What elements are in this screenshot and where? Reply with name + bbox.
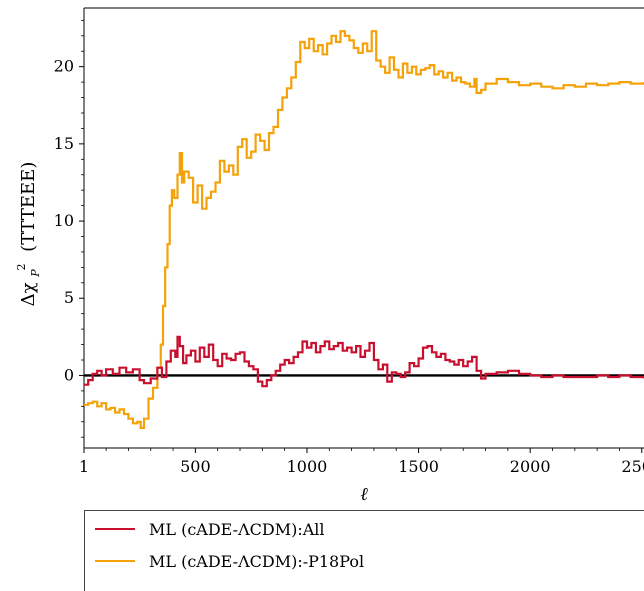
legend: ML (cADE-ΛCDM):All ML (cADE-ΛCDM):-P18Po… [84, 510, 644, 591]
x-tick-label: 2000 [510, 457, 551, 476]
x-tick-label: 1 [79, 457, 89, 476]
axis-frame [83, 8, 644, 449]
axes [83, 7, 644, 449]
ticks: 1500100015002000250005101520 [54, 19, 644, 476]
x-tick-label: 1000 [287, 457, 328, 476]
chart: 1500100015002000250005101520 ℓ Δχ P 2 (T… [9, 7, 644, 505]
legend-label-all: ML (cADE-ΛCDM):All [149, 519, 325, 539]
y-axis-label: Δχ P 2 (TTTEEE) [9, 162, 44, 307]
y-axis-label-sub: P [29, 269, 42, 278]
series-line-1 [84, 30, 644, 429]
legend-label-p18pol: ML (cADE-ΛCDM):-P18Pol [149, 551, 365, 571]
x-tick-label: 2500 [621, 457, 644, 476]
y-tick-label: 15 [54, 134, 74, 153]
series-layer [84, 30, 644, 429]
x-tick-label: 1500 [398, 457, 439, 476]
y-axis-label-main: Δχ [18, 282, 39, 306]
legend-swatch-p18pol [95, 560, 135, 562]
y-tick-label: 20 [54, 57, 74, 76]
y-tick-label: 5 [64, 288, 74, 307]
x-axis-label: ℓ [360, 484, 368, 505]
y-axis-label-sup: 2 [15, 264, 28, 271]
y-axis-label-suffix: (TTTEEE) [18, 162, 39, 252]
series-line-0 [84, 335, 644, 388]
y-tick-label: 0 [64, 365, 74, 384]
legend-item-all: ML (cADE-ΛCDM):All [85, 517, 325, 541]
legend-swatch-all [95, 528, 135, 530]
legend-item-p18pol: ML (cADE-ΛCDM):-P18Pol [85, 549, 364, 573]
y-tick-label: 10 [54, 211, 74, 230]
x-tick-label: 500 [180, 457, 211, 476]
